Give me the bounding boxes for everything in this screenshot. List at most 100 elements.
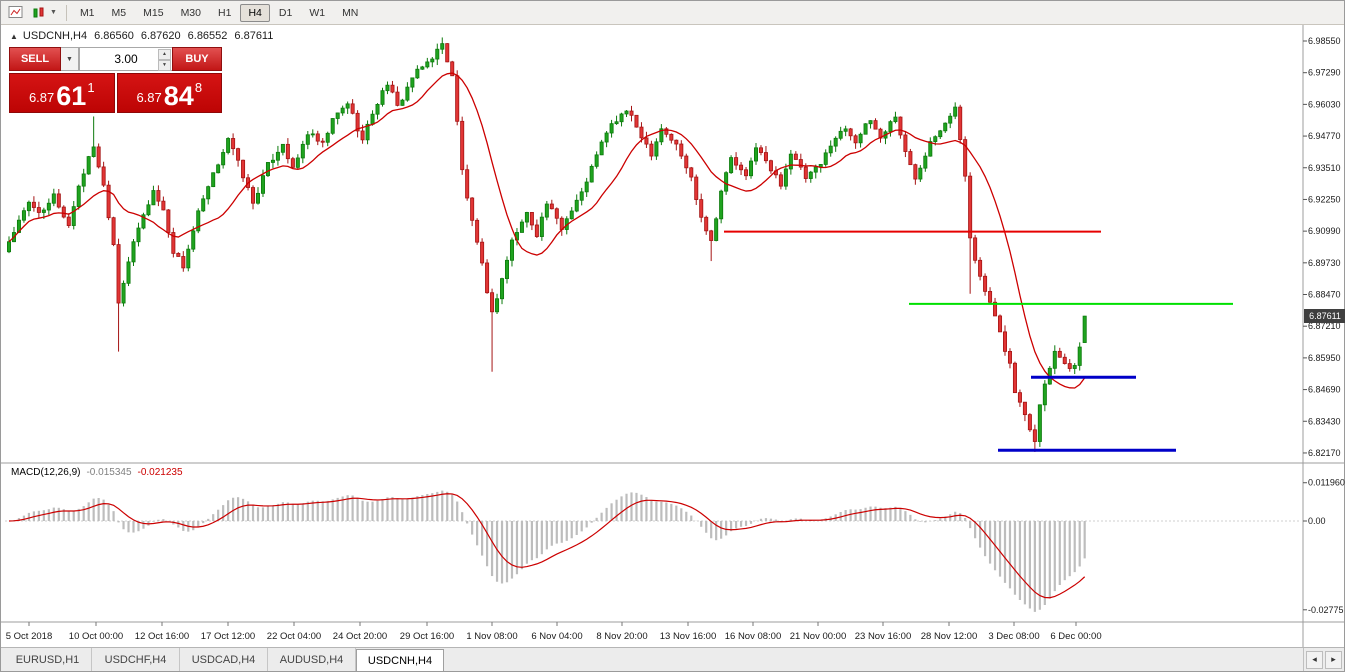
buy-price-button[interactable]: 6.87 84 8	[116, 73, 222, 113]
current-price-badge: 6.87611	[1304, 309, 1345, 324]
svg-text:6.83430: 6.83430	[1308, 416, 1341, 426]
chart-tabs: EURUSD,H1 USDCHF,H4 USDCAD,H4 AUDUSD,H4 USDC…	[4, 648, 444, 671]
chart-window-icon[interactable]	[4, 3, 28, 23]
chart-tab-USDCAD-H4[interactable]: USDCAD,H4	[180, 648, 268, 671]
timeframe-button-H4[interactable]: H4	[240, 3, 270, 22]
svg-text:5 Oct 2018: 5 Oct 2018	[6, 631, 52, 642]
svg-text:0.011960: 0.011960	[1308, 478, 1345, 488]
trade-controls-row: SELL ▼ ▲ ▼ BUY	[9, 47, 222, 71]
chart-tabs-bar: EURUSD,H1 USDCHF,H4 USDCAD,H4 AUDUSD,H4 USDC…	[1, 647, 1344, 671]
volume-dropdown-button[interactable]: ▼	[61, 47, 79, 71]
svg-text:6.92250: 6.92250	[1308, 194, 1341, 204]
candles	[7, 37, 1087, 452]
chart-style-dropdown-button[interactable]: ▼	[28, 3, 61, 23]
timeframe-button-M1[interactable]: M1	[79, 6, 95, 19]
toolbar: ▼ M1 M5 M15 M30 H1 H4 D1 W1 MN	[1, 1, 1344, 25]
svg-text:6.98550: 6.98550	[1308, 36, 1341, 46]
sell-price-button[interactable]: 6.87 61 1	[9, 73, 115, 113]
macd-indicator-label: MACD(12,26,9) -0.015345 -0.021235	[11, 467, 183, 478]
svg-text:6.97290: 6.97290	[1308, 68, 1341, 78]
ohlc-low: 6.86552	[187, 30, 228, 42]
timeframe-button-M15[interactable]: M15	[143, 6, 164, 19]
svg-text:17 Oct 12:00: 17 Oct 12:00	[201, 631, 255, 642]
svg-text:1 Nov 08:00: 1 Nov 08:00	[466, 631, 517, 642]
volume-spinner: ▲ ▼	[158, 49, 171, 71]
svg-text:6.89730: 6.89730	[1308, 258, 1341, 268]
toolbar-separator	[65, 4, 67, 21]
svg-text:21 Nov 00:00: 21 Nov 00:00	[790, 631, 847, 642]
chart-title: ▲ USDCNH,H4 6.86560 6.87620 6.86552 6.87…	[10, 30, 273, 42]
svg-text:6.85950: 6.85950	[1308, 353, 1341, 363]
svg-text:-0.02775: -0.02775	[1308, 605, 1344, 615]
svg-text:6.87210: 6.87210	[1308, 321, 1341, 331]
svg-text:6.96030: 6.96030	[1308, 99, 1341, 109]
svg-text:3 Dec 08:00: 3 Dec 08:00	[988, 631, 1039, 642]
one-click-trading-panel: SELL ▼ ▲ ▼ BUY 6.87 61 1 6.87 84 8	[9, 47, 222, 113]
svg-text:13 Nov 16:00: 13 Nov 16:00	[660, 631, 717, 642]
timeframe-button-M30[interactable]: M30	[180, 6, 201, 19]
svg-text:16 Nov 08:00: 16 Nov 08:00	[725, 631, 782, 642]
macd-main-value: -0.015345	[86, 467, 132, 478]
svg-text:8 Nov 20:00: 8 Nov 20:00	[596, 631, 647, 642]
chart-tab-EURUSD-H1[interactable]: EURUSD,H1	[4, 648, 92, 671]
buy-button[interactable]: BUY	[172, 47, 222, 71]
ohlc-open: 6.86560	[94, 30, 134, 42]
candle-style-icon	[33, 7, 44, 17]
volume-decrease-button[interactable]: ▼	[158, 60, 171, 71]
mini-chart-icon	[8, 6, 23, 18]
horizontal-lines	[724, 230, 1233, 452]
symbol-period-label: USDCNH,H4	[22, 30, 88, 42]
volume-increase-button[interactable]: ▲	[158, 49, 171, 60]
svg-text:10 Oct 00:00: 10 Oct 00:00	[69, 631, 123, 642]
svg-text:6 Dec 00:00: 6 Dec 00:00	[1050, 631, 1101, 642]
buy-price-big-figure: 6.87	[136, 90, 162, 105]
sell-button[interactable]: SELL	[9, 47, 61, 71]
macd-name: MACD(12,26,9)	[11, 467, 81, 478]
tabs-scroll-controls: ◂ ▸	[1303, 648, 1344, 671]
one-click-toggle-icon[interactable]: ▲	[10, 32, 18, 41]
moving-average-line	[8, 72, 1086, 389]
svg-text:6.93510: 6.93510	[1308, 163, 1341, 173]
buy-price-pips: 84	[163, 81, 194, 112]
macd-signal-value: -0.021235	[137, 467, 183, 478]
sell-price-pipette: 1	[87, 80, 95, 95]
svg-text:12 Oct 16:00: 12 Oct 16:00	[135, 631, 189, 642]
sell-price-pips: 61	[56, 81, 87, 112]
svg-text:6.90990: 6.90990	[1308, 226, 1341, 236]
timeframe-button-W1[interactable]: W1	[309, 6, 326, 19]
timeframe-button-H1[interactable]: H1	[218, 6, 232, 19]
buy-price-pipette: 8	[194, 80, 203, 95]
chevron-down-icon: ▼	[50, 9, 57, 16]
macd-histogram	[12, 490, 1086, 612]
chart-tab-USDCHF-H4[interactable]: USDCHF,H4	[92, 648, 180, 671]
volume-input-wrap: ▲ ▼	[79, 47, 172, 71]
svg-text:6.84690: 6.84690	[1308, 385, 1341, 395]
svg-text:0.00: 0.00	[1308, 516, 1326, 526]
timeframe-button-D1[interactable]: D1	[278, 6, 293, 19]
macd-axis: 0.011960 0.00 -0.02775	[1303, 478, 1345, 615]
tabs-scroll-left-button[interactable]: ◂	[1306, 650, 1323, 669]
ohlc-close: 6.87611	[234, 30, 274, 42]
time-axis: 5 Oct 2018 10 Oct 00:00 12 Oct 16:00 17 Oct…	[6, 622, 1102, 642]
panel-separators	[1, 25, 1345, 649]
sell-price-big-figure: 6.87	[28, 90, 55, 105]
chart-tab-AUDUSD-H4[interactable]: AUDUSD,H4	[268, 648, 356, 671]
ohlc-high: 6.87620	[140, 30, 181, 42]
svg-text:6 Nov 04:00: 6 Nov 04:00	[531, 631, 582, 642]
svg-text:24 Oct 20:00: 24 Oct 20:00	[333, 631, 387, 642]
svg-text:28 Nov 12:00: 28 Nov 12:00	[921, 631, 978, 642]
volume-input[interactable]	[91, 52, 161, 66]
svg-text:29 Oct 16:00: 29 Oct 16:00	[400, 631, 454, 642]
svg-text:23 Nov 16:00: 23 Nov 16:00	[855, 631, 912, 642]
trade-prices-row: 6.87 61 1 6.87 84 8	[9, 73, 222, 113]
svg-text:6.82170: 6.82170	[1308, 448, 1341, 458]
chart-tab-USDCNH-H4[interactable]: USDCNH,H4	[356, 649, 444, 671]
timeframe-button-MN[interactable]: MN	[342, 6, 359, 19]
tabs-scroll-right-button[interactable]: ▸	[1325, 650, 1342, 669]
timeframe-button-M5[interactable]: M5	[111, 6, 127, 19]
svg-text:6.94770: 6.94770	[1308, 131, 1341, 141]
price-axis: 6.98550 6.97290 6.96030 6.94770 6.93510 6.922…	[1303, 36, 1341, 458]
timeframe-toolbar: M1 M5 M15 M30 H1 H4 D1 W1 MN	[72, 3, 367, 22]
